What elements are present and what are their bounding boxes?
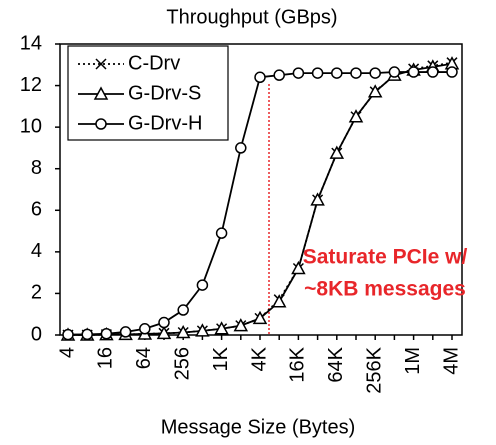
x-axis-label: Message Size (Bytes) <box>161 416 356 438</box>
point <box>446 66 458 78</box>
point <box>177 304 189 316</box>
point <box>81 328 93 341</box>
point <box>235 142 247 154</box>
point <box>196 279 209 291</box>
x-tick-label: 4 <box>56 347 78 358</box>
x-tick-label: 64 <box>133 347 155 369</box>
x-tick-label: 4M <box>440 347 462 375</box>
x-tick-label: 256K <box>363 346 385 393</box>
y-tick-label: 4 <box>31 240 42 262</box>
y-tick-label: 12 <box>20 74 42 96</box>
x-tick-label: 16K <box>287 346 309 382</box>
point <box>195 323 210 337</box>
y-tick-label: 2 <box>31 282 42 304</box>
point <box>369 67 381 79</box>
legend-label: G-Drv-H <box>128 112 202 134</box>
annotation: Saturate PCIe w/ <box>303 246 468 269</box>
point <box>215 227 228 239</box>
point <box>254 71 266 84</box>
point <box>311 67 324 79</box>
annotation: ~8KB messages <box>304 278 466 301</box>
x-tick-label: 256 <box>171 347 193 380</box>
point <box>407 66 420 78</box>
legend-marker <box>95 58 107 70</box>
point <box>291 260 306 275</box>
point <box>158 316 170 329</box>
x-tick-label: 1M <box>402 347 424 375</box>
legend-marker <box>95 118 107 130</box>
point <box>367 84 383 98</box>
point <box>271 294 287 308</box>
point <box>156 325 172 340</box>
y-tick-label: 14 <box>20 32 42 54</box>
x-tick-label: 16 <box>95 347 117 369</box>
point <box>62 328 74 341</box>
point <box>214 321 229 335</box>
point <box>331 67 343 79</box>
legend-marker <box>93 86 109 100</box>
point <box>252 310 268 325</box>
plot-frame <box>59 43 463 336</box>
point <box>350 67 362 79</box>
point <box>233 318 249 332</box>
point <box>329 145 345 159</box>
x-tick-label: 64K <box>325 346 347 382</box>
x-tick-label: 1K <box>210 346 232 371</box>
point <box>292 67 305 79</box>
point <box>273 69 285 81</box>
point <box>348 109 364 123</box>
point <box>100 328 113 340</box>
y-tick-label: 0 <box>31 323 42 345</box>
legend-label: G-Drv-S <box>128 82 201 104</box>
point <box>175 324 191 339</box>
point <box>119 326 132 338</box>
point <box>139 323 151 335</box>
legend-label: C-Drv <box>128 52 180 74</box>
point <box>310 192 325 206</box>
y-tick-label: 6 <box>31 199 42 221</box>
point <box>388 66 401 78</box>
chart-title: Throughput (GBps) <box>166 6 337 28</box>
y-tick-label: 8 <box>31 157 42 179</box>
point <box>427 66 439 78</box>
x-tick-label: 4K <box>248 346 270 371</box>
y-tick-label: 10 <box>20 115 42 137</box>
